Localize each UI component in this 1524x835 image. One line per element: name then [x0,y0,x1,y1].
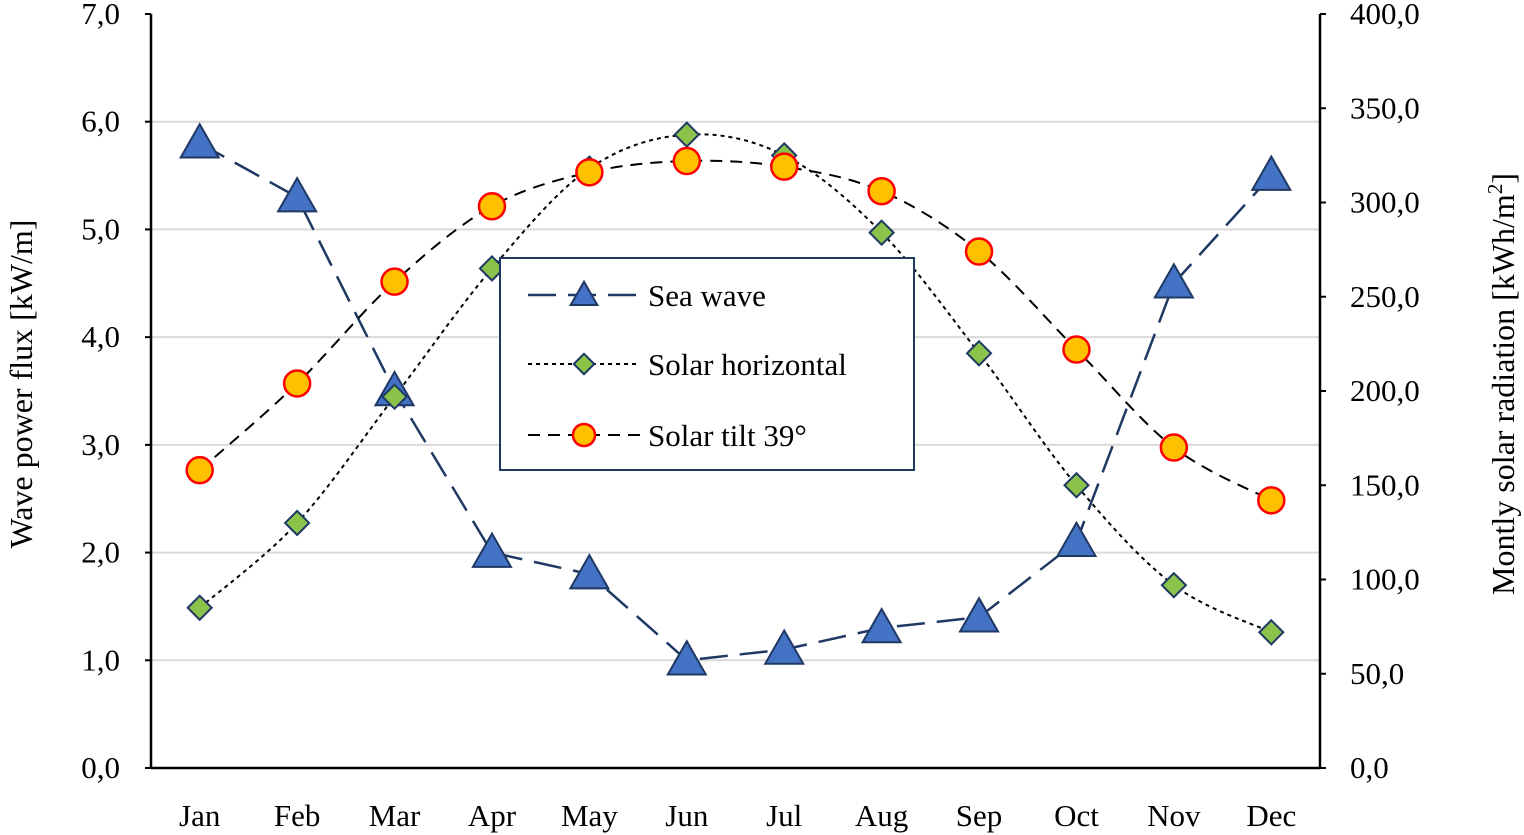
y-right-axis-title-main: Montly solar radiation [kWh/m [1485,194,1521,595]
solar-horizontal-point [1063,471,1090,499]
y-right-axis-title-superscript: 2 [1483,184,1507,195]
sea-wave-point [178,122,221,159]
y-right-axis-title-end: ] [1485,173,1521,184]
solar-horizontal-point [381,383,408,411]
solar-tilt-39-point [282,369,312,398]
x-tick-label: Jul [766,798,802,833]
y-left-tick-label: 1,0 [81,642,120,677]
legend-marker-solar-tilt-39 [571,422,597,448]
x-tick-label: Feb [274,798,321,833]
x-tick-label: Mar [369,798,421,833]
x-tick-label: Nov [1147,798,1201,833]
left-tick-labels: 0,0 1,0 2,0 3,0 4,0 5,0 6,0 7,0 [81,0,120,785]
y-right-tick-label: 200,0 [1350,373,1420,408]
solar-horizontal-point [1160,571,1188,599]
solar-horizontal-point [868,219,896,247]
y-left-axis-title: Wave power flux [kW/m] [3,220,39,549]
legend-marker-sea-wave [568,279,600,306]
sea-wave-point [958,596,1000,633]
y-right-tick-label: 150,0 [1350,467,1420,502]
solar-tilt-39-point [769,152,799,181]
solar-tilt-39-point [964,237,994,266]
x-tick-label: Jan [179,798,221,833]
solar-tilt-39-point [867,176,896,206]
sea-wave-point [1153,262,1195,299]
x-tick-label: Dec [1246,798,1296,833]
solar-horizontal-point [1257,618,1285,646]
sea-wave-point [666,639,708,676]
y-right-tick-label: 400,0 [1350,0,1420,31]
x-tick-label: Jun [665,798,709,833]
solar-horizontal-point [283,509,311,537]
legend-label-solar-tilt-39: Solar tilt 39° [648,418,807,453]
solar-horizontal-point [186,594,214,622]
x-tick-label: Aug [855,798,908,833]
solar-tilt-39-point [672,146,702,176]
y-left-tick-label: 5,0 [81,211,120,246]
sea-wave-point [276,176,318,213]
sea-wave-point [1055,520,1098,558]
solar-tilt-39-point [477,192,507,221]
x-tick-label: May [561,798,618,833]
y-right-tick-label: 250,0 [1350,279,1420,314]
solar-tilt-39-point [1062,335,1091,364]
y-left-tick-label: 2,0 [81,535,120,570]
series-markers [178,121,1293,676]
x-tick-labels: Jan Feb Mar Apr May Jun Jul Aug Sep Oct Nov Dec [179,798,1296,833]
solar-horizontal-point [965,339,993,367]
y-right-tick-label: 100,0 [1350,562,1420,597]
right-tick-labels: 0,0 50,0 100,0 150,0 200,0 250,0 300,0 350,0 400… [1350,0,1420,785]
axes [145,13,1326,770]
solar-horizontal-point [673,121,701,149]
sea-wave-point [471,531,513,568]
y-left-tick-label: 0,0 [81,750,120,785]
solar-tilt-39-line [199,159,1272,502]
solar-tilt-39-point [380,267,409,296]
sea-wave-line [199,142,1273,662]
sea-wave-point [860,606,903,644]
legend: Sea wave Solar horizontal Solar tilt 39° [499,257,915,471]
y-right-axis-title: Montly solar radiation [kWh/m2] [1483,173,1521,595]
y-left-tick-label: 3,0 [81,427,120,462]
x-tick-label: Sep [956,798,1003,833]
sea-wave-point [1250,154,1293,191]
legend-marker-solar-horizontal [572,352,596,376]
y-left-tick-label: 4,0 [81,319,120,354]
x-tick-label: Oct [1054,798,1099,833]
sea-wave-point [763,628,805,665]
y-right-tick-label: 300,0 [1350,185,1420,220]
y-left-tick-label: 7,0 [81,0,120,31]
y-right-tick-label: 0,0 [1350,750,1389,785]
solar-tilt-39-point [185,455,214,485]
sea-wave-point [568,553,611,590]
y-left-tick-label: 6,0 [81,104,120,139]
y-right-tick-label: 350,0 [1350,90,1420,125]
legend-label-sea-wave: Sea wave [648,278,766,313]
y-right-tick-label: 50,0 [1350,656,1404,691]
solar-tilt-39-point [1159,433,1189,462]
legend-label-solar-horizontal: Solar horizontal [648,347,847,382]
x-tick-label: Apr [468,798,517,833]
solar-tilt-39-point [1257,486,1286,515]
solar-tilt-39-point [575,158,604,187]
